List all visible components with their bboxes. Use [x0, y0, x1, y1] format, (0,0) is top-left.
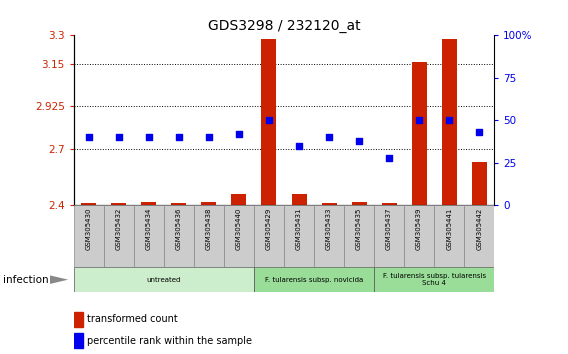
Point	[84, 135, 93, 140]
Bar	[412, 62, 427, 205]
Text: transformed count: transformed count	[87, 314, 178, 325]
Text: percentile rank within the sample: percentile rank within the sample	[87, 336, 252, 346]
Bar	[374, 267, 494, 292]
Bar	[382, 204, 396, 205]
FancyBboxPatch shape	[194, 205, 224, 267]
Point	[174, 135, 183, 140]
Point	[354, 138, 364, 144]
Point	[114, 135, 123, 140]
Bar	[74, 333, 83, 348]
Text: GSM305430: GSM305430	[86, 208, 92, 250]
FancyBboxPatch shape	[284, 205, 314, 267]
Text: GSM305434: GSM305434	[146, 208, 152, 250]
FancyBboxPatch shape	[374, 205, 404, 267]
Text: GSM305438: GSM305438	[206, 208, 212, 250]
Point	[265, 118, 274, 123]
FancyBboxPatch shape	[344, 205, 374, 267]
Bar	[81, 204, 97, 205]
FancyBboxPatch shape	[74, 205, 104, 267]
Text: infection: infection	[3, 275, 48, 285]
FancyBboxPatch shape	[224, 205, 254, 267]
Bar	[261, 39, 277, 205]
Text: GSM305440: GSM305440	[236, 208, 242, 250]
Bar	[352, 201, 366, 205]
Polygon shape	[50, 275, 68, 284]
Text: F. tularensis subsp. novicida: F. tularensis subsp. novicida	[265, 277, 363, 282]
Point	[324, 135, 333, 140]
FancyBboxPatch shape	[134, 205, 164, 267]
Point	[385, 155, 394, 161]
Bar	[74, 312, 83, 327]
Bar	[141, 201, 156, 205]
Bar	[232, 194, 247, 205]
Point	[445, 118, 454, 123]
Bar	[442, 39, 457, 205]
Point	[475, 130, 484, 135]
Bar	[74, 267, 254, 292]
Text: GSM305441: GSM305441	[446, 208, 452, 250]
Text: GSM305429: GSM305429	[266, 208, 272, 250]
FancyBboxPatch shape	[104, 205, 134, 267]
Bar	[111, 204, 126, 205]
Bar	[202, 201, 216, 205]
Text: GSM305442: GSM305442	[476, 208, 482, 250]
Text: GSM305432: GSM305432	[116, 208, 122, 250]
Title: GDS3298 / 232120_at: GDS3298 / 232120_at	[208, 19, 360, 33]
FancyBboxPatch shape	[314, 205, 344, 267]
FancyBboxPatch shape	[464, 205, 494, 267]
FancyBboxPatch shape	[164, 205, 194, 267]
Point	[415, 118, 424, 123]
Bar	[321, 204, 336, 205]
Text: GSM305431: GSM305431	[296, 208, 302, 250]
Bar	[291, 194, 307, 205]
Bar	[254, 267, 374, 292]
Text: untreated: untreated	[147, 277, 181, 282]
Text: GSM305439: GSM305439	[416, 208, 422, 250]
Point	[235, 131, 244, 137]
Bar	[172, 204, 186, 205]
Point	[204, 135, 214, 140]
FancyBboxPatch shape	[254, 205, 284, 267]
Point	[294, 143, 303, 149]
FancyBboxPatch shape	[434, 205, 464, 267]
Text: GSM305436: GSM305436	[176, 208, 182, 250]
FancyBboxPatch shape	[404, 205, 434, 267]
Text: GSM305433: GSM305433	[326, 208, 332, 250]
Point	[144, 135, 153, 140]
Text: GSM305437: GSM305437	[386, 208, 392, 250]
Text: GSM305435: GSM305435	[356, 208, 362, 250]
Text: F. tularensis subsp. tularensis
Schu 4: F. tularensis subsp. tularensis Schu 4	[383, 273, 486, 286]
Bar	[471, 162, 487, 205]
